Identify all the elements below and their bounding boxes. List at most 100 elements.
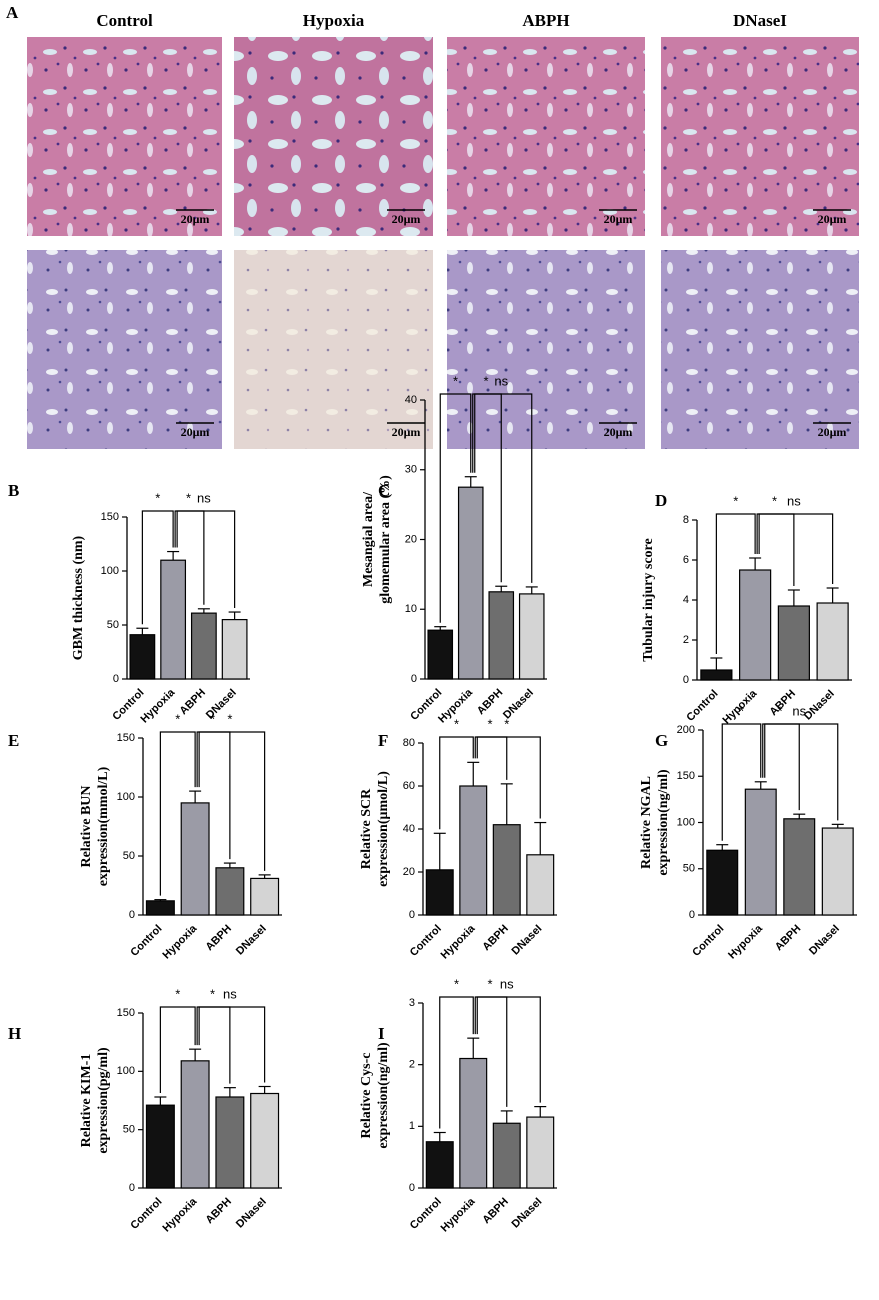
significance-label: *	[453, 373, 458, 388]
y-tick-label: 10	[405, 603, 417, 615]
x-tick-label: ABPH	[480, 923, 511, 954]
scale-bar-label: 20μm	[181, 212, 210, 226]
y-tick-label: 80	[403, 737, 415, 749]
x-tick-label: Hypoxia	[161, 1195, 200, 1234]
bar	[488, 591, 515, 680]
significance-bracket	[715, 513, 756, 654]
bar	[783, 818, 816, 916]
bar	[145, 1104, 175, 1189]
x-tick-label: ABPH	[773, 923, 804, 954]
bar	[492, 1122, 521, 1189]
bar	[427, 629, 454, 680]
y-tick-label: 30	[405, 464, 417, 476]
scale-bar-label: 20μm	[392, 212, 421, 226]
x-tick-label: DNaseI	[234, 923, 269, 958]
micrograph	[234, 37, 433, 236]
bar	[180, 802, 210, 916]
panel-label: E	[8, 731, 19, 750]
x-tick-label: DNaseI	[510, 923, 545, 958]
significance-bracket	[474, 393, 533, 583]
y-tick-label: 0	[113, 673, 119, 685]
significance-bracket	[474, 736, 508, 780]
y-axis-label: Relative Cys-c	[359, 1053, 374, 1139]
significance-label: *	[483, 373, 488, 388]
y-tick-label: 200	[677, 724, 695, 736]
significance-bracket	[176, 510, 236, 609]
y-tick-label: 2	[409, 1059, 415, 1071]
bar	[250, 877, 280, 916]
bar	[518, 593, 545, 680]
y-axis-label: Tubular injury score	[641, 538, 656, 661]
y-axis-label: Relative KIM-1	[79, 1054, 94, 1148]
y-axis-label: expression(ng/ml)	[376, 1042, 391, 1149]
y-tick-label: 0	[689, 909, 695, 921]
significance-label: *	[454, 976, 459, 991]
y-axis-label: Relative SCR	[359, 788, 374, 869]
significance-label: *	[454, 716, 459, 731]
y-tick-label: 0	[129, 1182, 135, 1194]
y-tick-label: 40	[403, 823, 415, 835]
significance-label: *	[175, 711, 180, 726]
column-label: ABPH	[522, 11, 569, 30]
bar	[180, 1060, 210, 1189]
significance-bracket	[198, 731, 266, 871]
significance-label: ns	[197, 490, 211, 505]
bar	[129, 634, 156, 680]
micrograph	[447, 37, 645, 236]
significance-bracket	[141, 510, 174, 625]
y-axis-label: expression(pg/ml)	[96, 1047, 111, 1154]
y-tick-label: 2	[683, 634, 689, 646]
bar	[160, 559, 187, 680]
significance-bracket	[159, 731, 196, 896]
bar	[215, 1096, 245, 1189]
significance-bracket	[198, 1006, 266, 1083]
scale-bar-label: 20μm	[604, 425, 633, 439]
bar	[526, 854, 555, 916]
y-tick-label: 0	[683, 674, 689, 686]
bar	[700, 669, 733, 681]
significance-bracket	[439, 996, 474, 1129]
y-tick-label: 20	[405, 533, 417, 545]
x-tick-label: Control	[690, 923, 726, 959]
x-tick-label: DNaseI	[234, 1196, 269, 1231]
micrograph	[234, 250, 433, 449]
y-tick-label: 50	[107, 619, 119, 631]
bar	[215, 867, 245, 916]
micrograph	[27, 250, 222, 449]
x-tick-label: Hypoxia	[139, 686, 178, 725]
significance-bracket	[758, 513, 834, 584]
bar	[221, 618, 248, 680]
y-tick-label: 3	[409, 997, 415, 1009]
significance-label: *	[777, 703, 782, 718]
micrograph	[447, 250, 645, 449]
x-tick-label: Hypoxia	[726, 922, 765, 961]
scale-bar-label: 20μm	[181, 425, 210, 439]
bar	[744, 788, 777, 916]
y-tick-label: 50	[123, 850, 135, 862]
significance-label: *	[210, 711, 215, 726]
y-tick-label: 0	[411, 673, 417, 685]
y-tick-label: 50	[683, 863, 695, 875]
significance-label: *	[175, 986, 180, 1001]
significance-label: *	[772, 493, 777, 508]
y-tick-label: 150	[101, 511, 119, 523]
y-tick-label: 100	[101, 565, 119, 577]
y-tick-label: 60	[403, 780, 415, 792]
y-axis-label: expression(ng/ml)	[656, 769, 671, 876]
y-tick-label: 0	[409, 1182, 415, 1194]
bar	[425, 1141, 454, 1189]
column-label: Control	[96, 11, 153, 30]
significance-label: *	[227, 711, 232, 726]
x-tick-label: DNaseI	[807, 923, 842, 958]
panel-label: A	[6, 3, 19, 22]
bar	[739, 569, 772, 681]
significance-label: *	[487, 976, 492, 991]
y-tick-label: 40	[405, 394, 417, 406]
x-tick-label: DNaseI	[802, 688, 837, 723]
x-tick-label: Control	[128, 1196, 164, 1232]
y-axis-label: Mesangial area/	[361, 491, 376, 587]
significance-label: ns	[500, 976, 514, 991]
bar	[821, 827, 854, 916]
panel-label: G	[655, 731, 668, 750]
